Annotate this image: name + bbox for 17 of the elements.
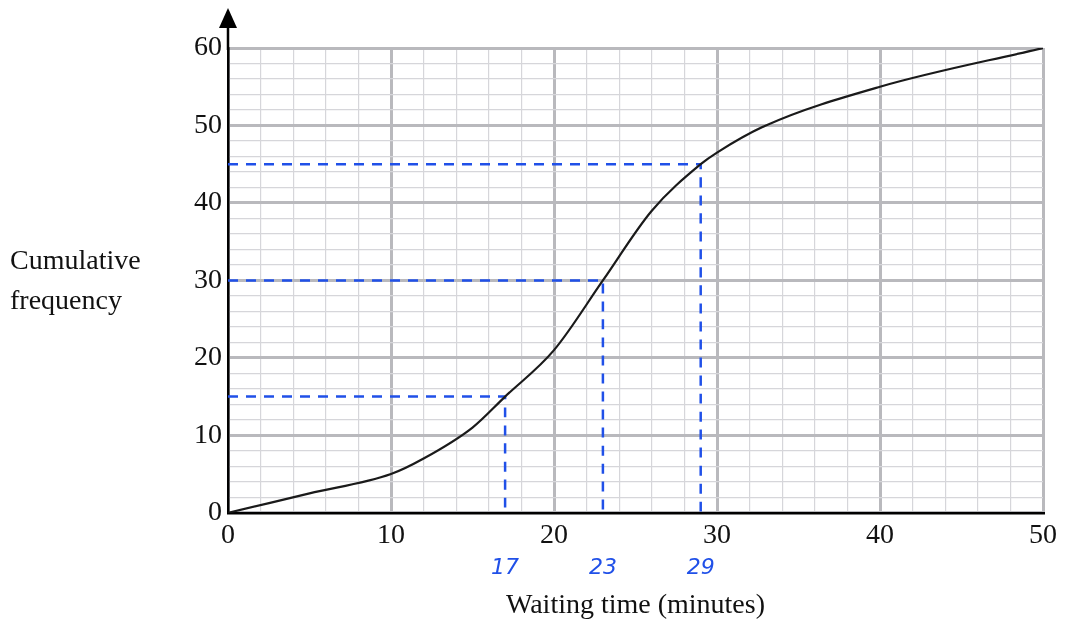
y-tick-label: 50 <box>194 107 222 139</box>
y-axis-title: Cumulative frequency <box>10 243 142 318</box>
x-tick-label: 40 <box>866 517 894 549</box>
y-tick-label: 60 <box>194 30 222 62</box>
annotation: 17 <box>491 553 520 579</box>
annotation: 23 <box>588 553 617 579</box>
y-tick-label: 30 <box>194 262 222 294</box>
x-axis-title: Waiting time (minutes) <box>505 587 766 619</box>
y-tick-label: 10 <box>194 417 222 449</box>
y-tick-label: 0 <box>208 495 222 527</box>
y-tick-label: 20 <box>194 340 222 372</box>
x-tick-label: 10 <box>377 517 405 549</box>
annotation: 29 <box>686 553 715 579</box>
x-tick-label: 20 <box>540 517 568 549</box>
x-tick-label: 50 <box>1029 517 1057 549</box>
x-tick-label: 30 <box>703 517 731 549</box>
y-tick-label: 40 <box>194 185 222 217</box>
